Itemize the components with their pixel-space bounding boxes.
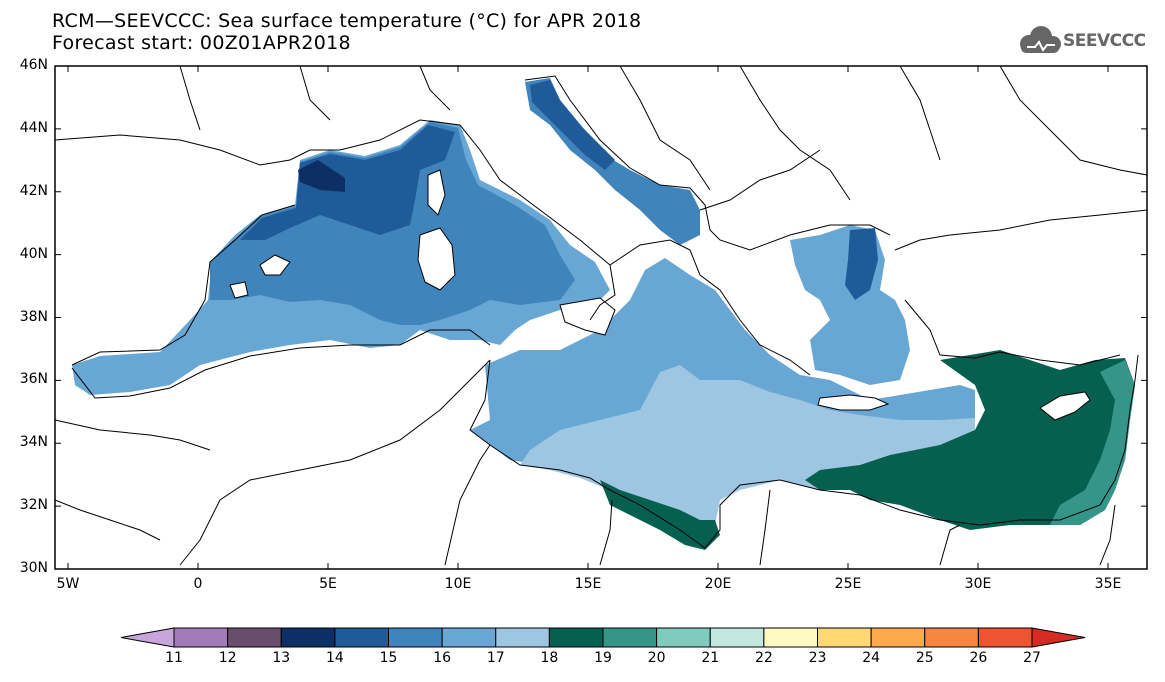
colorbar-label: 13	[272, 650, 291, 666]
colorbar-swatch	[924, 627, 979, 648]
sst-region-19-levant	[805, 350, 1135, 530]
colorbar	[120, 627, 1086, 648]
lat-label: 34N	[19, 434, 48, 451]
lon-label: 5W	[56, 576, 80, 592]
colorbar-label: 20	[647, 650, 666, 666]
crete-land	[818, 395, 888, 410]
colorbar-label: 11	[165, 650, 183, 666]
colorbar-swatch	[977, 627, 1033, 648]
colorbar-label: 25	[915, 650, 934, 666]
sst-region-18-south	[520, 365, 975, 545]
lon-label: 0	[193, 576, 203, 592]
lat-label: 42N	[19, 182, 48, 199]
colorbar-swatch	[495, 627, 550, 648]
lat-label: 44N	[19, 119, 48, 136]
lon-label: 20E	[704, 576, 732, 592]
colorbar-label: 19	[594, 650, 612, 666]
colorbar-swatch	[388, 627, 443, 648]
colorbar-swatch	[280, 627, 336, 648]
colorbar-under-triangle	[120, 627, 175, 648]
colorbar-label: 18	[540, 650, 559, 666]
colorbar-label: 16	[433, 650, 452, 666]
axis-ticks	[55, 65, 1147, 570]
sst-region-15-west	[240, 125, 455, 240]
lat-label: 36N	[19, 371, 48, 388]
colorbar-label: 24	[862, 650, 881, 666]
lat-label: 40N	[19, 245, 48, 262]
lat-label: 30N	[19, 560, 48, 576]
colorbar-swatch	[173, 627, 229, 648]
colorbar-swatch	[709, 627, 765, 648]
lon-label: 30E	[964, 576, 992, 592]
sst-region-20-levant	[1050, 360, 1135, 525]
sicily-land	[560, 298, 615, 335]
colorbar-label: 23	[808, 650, 827, 666]
sardinia-land	[418, 228, 455, 290]
coastlines	[54, 65, 1148, 566]
sst-region-aegean	[790, 225, 910, 385]
lon-label: 25E	[834, 576, 862, 592]
colorbar-over-triangle	[1031, 627, 1086, 648]
colorbar-label: 21	[701, 650, 720, 666]
lat-label: 32N	[19, 497, 48, 514]
colorbar-swatch	[227, 627, 282, 648]
colorbar-swatch	[763, 627, 818, 648]
lon-label: 5E	[319, 576, 337, 592]
colorbar-label: 17	[486, 650, 505, 666]
sst-region-14-lion	[298, 160, 345, 192]
colorbar-label: 26	[969, 650, 988, 666]
logo-text: SEEVCCC	[1063, 31, 1146, 51]
sst-region-aegean-15	[845, 228, 878, 300]
sst-field	[72, 78, 1135, 550]
colorbar-swatch	[334, 627, 389, 648]
lon-label: 35E	[1094, 576, 1122, 592]
colorbar-swatch	[817, 627, 872, 648]
forecast-start-label: Forecast start: 00Z01APR2018	[52, 32, 351, 54]
sst-region-19-libya	[600, 480, 720, 550]
lat-label: 46N	[19, 57, 48, 73]
map-title: RCM—SEEVCCC: Sea surface temperature (°C…	[52, 10, 642, 32]
corsica-land	[428, 170, 445, 215]
seevccc-logo	[1020, 26, 1061, 53]
colorbar-label: 14	[325, 650, 344, 666]
lat-label: 38N	[19, 308, 48, 325]
lon-label: 15E	[574, 576, 602, 592]
ibiza-land	[230, 282, 248, 298]
cloud-icon	[1020, 26, 1061, 53]
lon-label: 10E	[444, 576, 472, 592]
sst-region-adriatic-15	[530, 80, 615, 170]
colorbar-swatch	[656, 627, 711, 648]
colorbar-label: 27	[1023, 650, 1041, 666]
colorbar-swatch	[602, 627, 658, 648]
colorbar-swatch	[548, 627, 604, 648]
colorbar-swatch	[870, 627, 926, 648]
colorbar-swatch	[441, 627, 497, 648]
cyprus-land	[1040, 392, 1090, 420]
colorbar-label: 22	[754, 650, 773, 666]
colorbar-label: 15	[379, 650, 398, 666]
colorbar-label: 12	[218, 650, 237, 666]
